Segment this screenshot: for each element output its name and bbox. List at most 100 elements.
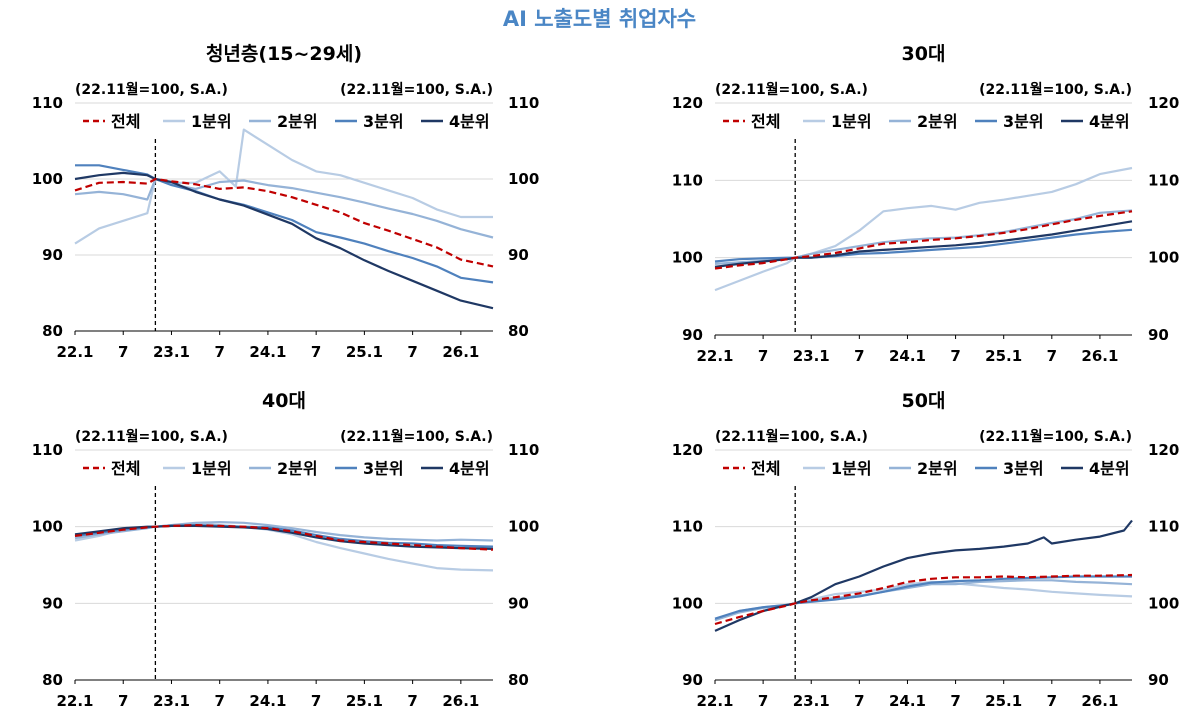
axis-note-left: (22.11월=100, S.A.) bbox=[715, 81, 868, 98]
y-tick-label-right: 110 bbox=[1148, 518, 1179, 536]
x-tick-label: 24.1 bbox=[889, 347, 926, 365]
y-tick-label-right: 100 bbox=[508, 518, 539, 536]
x-tick-label: 26.1 bbox=[1081, 347, 1118, 365]
x-tick-label: 7 bbox=[407, 692, 417, 710]
legend-label: 1분위 bbox=[191, 459, 232, 478]
axis-note-left: (22.11월=100, S.A.) bbox=[75, 428, 228, 445]
y-tick-label-right: 110 bbox=[1148, 171, 1179, 189]
panel-title: 50대 bbox=[902, 390, 946, 412]
x-tick-label: 23.1 bbox=[793, 347, 830, 365]
y-tick-label-right: 110 bbox=[508, 441, 539, 459]
y-tick-label-left: 110 bbox=[672, 518, 703, 536]
series-line-3 bbox=[714, 575, 1132, 620]
y-tick-label-right: 100 bbox=[1148, 249, 1179, 267]
x-tick-label: 25.1 bbox=[985, 692, 1022, 710]
x-tick-label: 24.1 bbox=[249, 343, 286, 361]
y-tick-label-right: 90 bbox=[508, 594, 529, 612]
x-tick-label: 7 bbox=[1047, 347, 1057, 365]
y-tick-label-right: 110 bbox=[508, 94, 539, 112]
legend-label: 2분위 bbox=[277, 459, 318, 478]
panel-title: 30대 bbox=[902, 43, 946, 65]
x-tick-label: 7 bbox=[758, 347, 768, 365]
x-tick-label: 23.1 bbox=[153, 692, 190, 710]
x-tick-label: 26.1 bbox=[1081, 692, 1118, 710]
main-title: AI 노출도별 취업자수 bbox=[502, 7, 697, 31]
x-tick-label: 7 bbox=[311, 343, 321, 361]
legend-label: 1분위 bbox=[831, 459, 872, 478]
y-tick-label-left: 90 bbox=[682, 326, 703, 344]
y-tick-label-right: 120 bbox=[1148, 94, 1179, 112]
series-line-0 bbox=[74, 523, 494, 551]
series-line-1 bbox=[714, 580, 1133, 622]
x-tick-label: 7 bbox=[118, 343, 128, 361]
y-tick-label-right: 90 bbox=[508, 246, 529, 264]
series-line-4 bbox=[74, 171, 494, 310]
legend-label: 전체 bbox=[111, 112, 140, 131]
y-tick-label-left: 100 bbox=[672, 594, 703, 612]
series-line-4 bbox=[714, 220, 1133, 268]
y-tick-label-right: 80 bbox=[508, 671, 529, 689]
legend-label: 전체 bbox=[751, 112, 780, 131]
x-tick-label: 25.1 bbox=[346, 343, 383, 361]
series-line-3 bbox=[75, 164, 494, 284]
legend-label: 4분위 bbox=[1089, 112, 1130, 131]
y-tick-label-left: 80 bbox=[42, 671, 63, 689]
x-tick-label: 25.1 bbox=[985, 347, 1022, 365]
x-tick-label: 7 bbox=[118, 692, 128, 710]
y-tick-label-right: 120 bbox=[1148, 441, 1179, 459]
x-tick-label: 23.1 bbox=[153, 343, 190, 361]
legend-label: 3분위 bbox=[363, 112, 404, 131]
y-tick-label-left: 120 bbox=[672, 441, 703, 459]
legend-label: 1분위 bbox=[831, 112, 872, 131]
y-tick-label-left: 110 bbox=[32, 94, 63, 112]
series-line-0 bbox=[714, 210, 1133, 270]
panel-title: 청년층(15~29세) bbox=[206, 43, 362, 65]
y-tick-label-right: 100 bbox=[508, 170, 539, 188]
y-tick-label-left: 100 bbox=[672, 249, 703, 267]
y-tick-label-left: 90 bbox=[682, 671, 703, 689]
x-tick-label: 24.1 bbox=[889, 692, 926, 710]
y-tick-label-right: 90 bbox=[1148, 326, 1169, 344]
legend-label: 3분위 bbox=[363, 459, 404, 478]
x-tick-label: 7 bbox=[311, 692, 321, 710]
series-line-1 bbox=[714, 166, 1133, 292]
y-tick-label-left: 120 bbox=[672, 94, 703, 112]
x-tick-label: 24.1 bbox=[249, 692, 286, 710]
x-tick-label: 22.1 bbox=[56, 692, 93, 710]
y-tick-label-left: 90 bbox=[42, 594, 63, 612]
x-tick-label: 7 bbox=[950, 347, 960, 365]
x-tick-label: 7 bbox=[1047, 692, 1057, 710]
y-tick-label-left: 100 bbox=[32, 518, 63, 536]
series-line-1 bbox=[74, 128, 493, 245]
series-line-2 bbox=[714, 209, 1133, 265]
legend-label: 4분위 bbox=[449, 459, 490, 478]
y-tick-label-right: 90 bbox=[1148, 671, 1169, 689]
x-tick-label: 7 bbox=[214, 343, 224, 361]
x-tick-label: 7 bbox=[758, 692, 768, 710]
x-tick-label: 26.1 bbox=[442, 692, 479, 710]
x-tick-label: 22.1 bbox=[696, 347, 733, 365]
axis-note-left: (22.11월=100, S.A.) bbox=[75, 81, 228, 98]
series-line-0 bbox=[714, 573, 1133, 626]
legend-label: 1분위 bbox=[191, 112, 232, 131]
legend-label: 4분위 bbox=[449, 112, 490, 131]
axis-note-right: (22.11월=100, S.A.) bbox=[340, 428, 493, 445]
x-tick-label: 26.1 bbox=[442, 343, 479, 361]
legend-label: 2분위 bbox=[917, 112, 958, 131]
axis-note-right: (22.11월=100, S.A.) bbox=[979, 81, 1132, 98]
x-tick-label: 7 bbox=[854, 347, 864, 365]
axis-note-right: (22.11월=100, S.A.) bbox=[979, 428, 1132, 445]
x-tick-label: 7 bbox=[950, 692, 960, 710]
axis-note-left: (22.11월=100, S.A.) bbox=[715, 428, 868, 445]
x-tick-label: 7 bbox=[214, 692, 224, 710]
x-tick-label: 7 bbox=[407, 343, 417, 361]
x-tick-label: 23.1 bbox=[793, 692, 830, 710]
y-tick-label-left: 110 bbox=[672, 171, 703, 189]
legend-label: 3분위 bbox=[1003, 112, 1044, 131]
y-tick-label-left: 100 bbox=[32, 170, 63, 188]
y-tick-label-left: 90 bbox=[42, 246, 63, 264]
series-line-3 bbox=[714, 228, 1133, 263]
y-tick-label-right: 80 bbox=[508, 322, 529, 340]
y-tick-label-left: 80 bbox=[42, 322, 63, 340]
